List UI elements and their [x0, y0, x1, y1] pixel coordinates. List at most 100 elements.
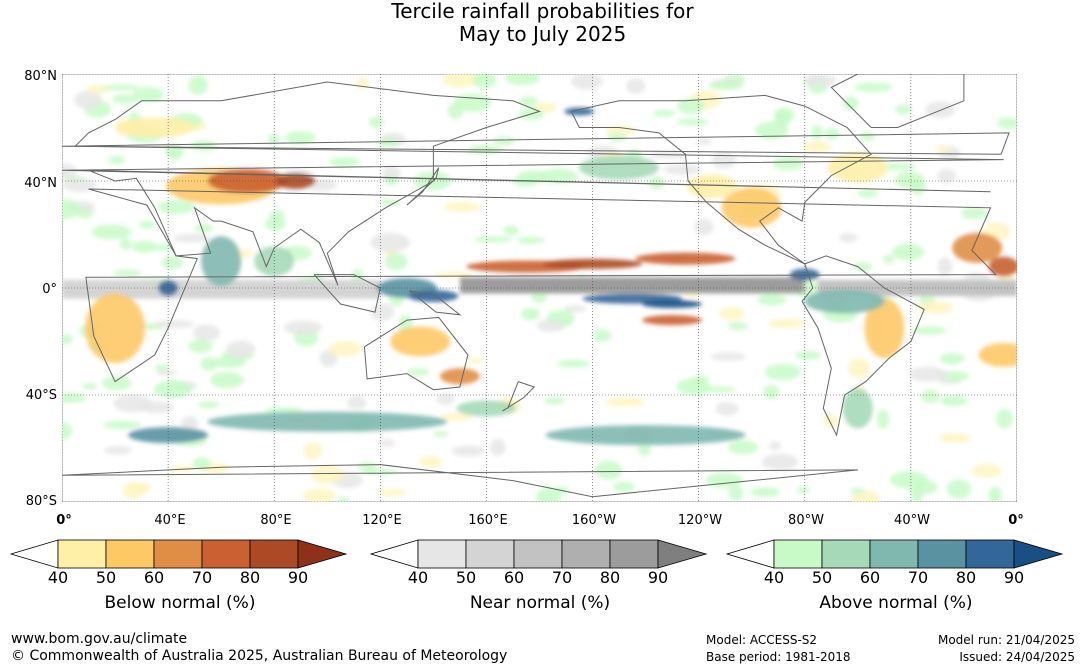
field-patch [946, 479, 972, 499]
field-patch [225, 340, 256, 359]
field-patch [212, 357, 247, 368]
map-title: Tercile rainfall probabilities for May t… [0, 0, 1085, 46]
field-patch [112, 269, 142, 277]
field-patch [156, 369, 177, 377]
field-patch [157, 200, 196, 214]
field-patch [180, 416, 199, 431]
title-line-1: Tercile rainfall probabilities for [391, 0, 694, 23]
field-patch [267, 134, 280, 145]
field-patch [718, 307, 745, 321]
above-normal-region [128, 427, 209, 444]
colorbar-high-cap [297, 539, 348, 569]
above-normal-region [789, 268, 820, 281]
field-patch [139, 220, 156, 229]
field-patch [774, 110, 791, 128]
colorbar-segment [609, 539, 659, 569]
field-patch [854, 82, 893, 93]
colorbar-segment [869, 539, 919, 569]
field-patch [711, 151, 737, 169]
field-patch [538, 168, 578, 184]
field-patch [750, 487, 781, 497]
coastline [570, 94, 872, 265]
field-patch [961, 207, 988, 220]
field-patch [857, 189, 879, 198]
colorbar-tick-label: 40 [47, 568, 69, 587]
field-patch [173, 233, 211, 243]
field-patch [695, 138, 713, 145]
below-normal-region [721, 187, 782, 228]
field-patch [347, 395, 367, 410]
field-patch [676, 378, 711, 396]
below-normal-label: Below normal (%) [104, 593, 256, 613]
field-patch [728, 321, 748, 331]
above-normal-region [804, 289, 885, 314]
above-normal-region [545, 425, 746, 446]
field-patch [188, 75, 208, 96]
field-patch [768, 441, 782, 451]
field-patch [303, 442, 323, 460]
field-patch [269, 209, 285, 223]
colorbar-segment [153, 539, 203, 569]
field-patch [705, 472, 743, 488]
field-patch [520, 307, 540, 321]
field-patch [728, 485, 744, 501]
colorbar-segment [249, 539, 299, 569]
field-patch [516, 236, 546, 244]
field-patch [329, 340, 362, 357]
probability-map [46, 70, 1029, 510]
field-patch [368, 116, 384, 129]
lon-tick-80e: 80°E [260, 513, 292, 528]
colorbar-tick-label: 80 [599, 568, 621, 587]
lon-tick-0-right: 0° [1008, 513, 1024, 528]
colorbar-tick-label: 40 [407, 568, 429, 587]
field-patch [676, 118, 709, 126]
colorbar-tick-label: 40 [763, 568, 785, 587]
field-patch [795, 350, 822, 361]
field-patch [690, 376, 710, 383]
above-normal-region [456, 400, 517, 417]
field-patch [536, 319, 566, 333]
field-patch [557, 359, 590, 368]
field-patch [663, 164, 702, 175]
field-patch [710, 352, 746, 361]
field-patch [935, 145, 951, 154]
field-patch [677, 97, 706, 115]
field-patch [810, 125, 823, 140]
field-patch [988, 486, 1002, 504]
field-patch [378, 137, 400, 147]
below-normal-region [827, 152, 888, 183]
field-patch [626, 78, 646, 94]
above-normal-region [579, 155, 660, 180]
field-patch [108, 155, 126, 165]
field-patch [113, 394, 153, 413]
colorbar-high-cap [1013, 539, 1064, 569]
field-patch [937, 257, 953, 276]
field-patch [119, 238, 132, 251]
colorbar-segment [821, 539, 871, 569]
field-patch [441, 413, 473, 421]
colorbar-tick-label: 50 [455, 568, 477, 587]
field-patch [188, 339, 213, 353]
field-patch [453, 93, 492, 112]
below-normal-region [686, 174, 737, 199]
field-patch [715, 402, 739, 416]
field-patch [285, 131, 316, 145]
title-line-2: May to July 2025 [458, 22, 627, 46]
field-patch [303, 488, 337, 504]
above-normal-region [842, 388, 873, 429]
field-patch [876, 409, 890, 430]
lat-tick-80s: 80°S [25, 494, 57, 509]
colorbar-tick-label: 90 [647, 568, 669, 587]
colorbar-low-cap [370, 539, 419, 569]
field-patch [938, 433, 972, 443]
field-patch [592, 329, 612, 342]
field-patch [311, 465, 344, 484]
field-patch [824, 127, 840, 140]
website-link[interactable]: www.bom.gov.au/climate [11, 631, 188, 647]
field-patch [839, 233, 858, 243]
field-patch [153, 380, 193, 399]
field-patch [772, 156, 804, 171]
colorbar-tick-label: 60 [143, 568, 165, 587]
coastlines [61, 73, 1010, 498]
field-patch [466, 357, 484, 365]
